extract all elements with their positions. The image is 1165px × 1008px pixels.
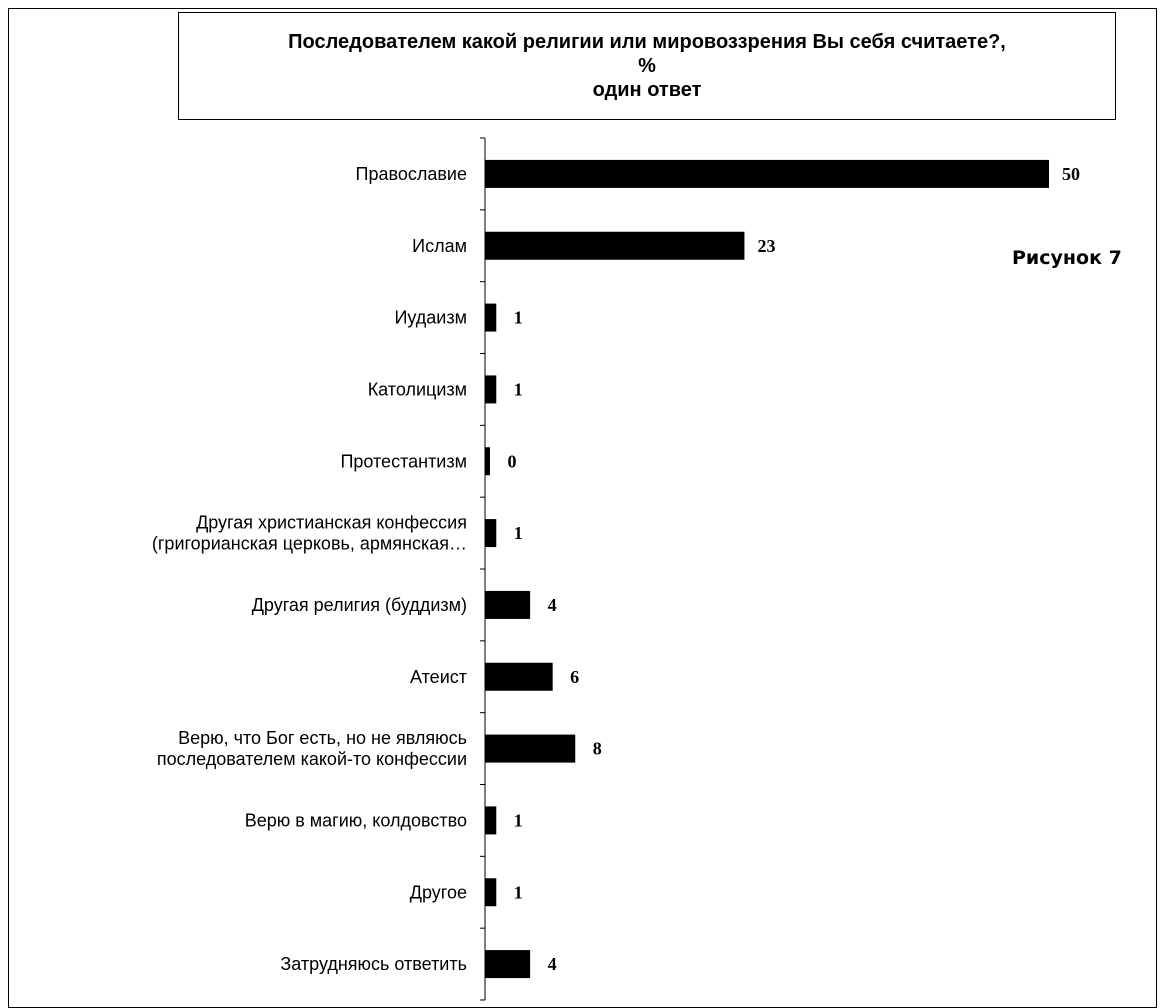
category-label: Верю в магию, колдовство: [245, 810, 467, 830]
bar: [485, 159, 1049, 188]
category-label: Иудаизм: [394, 308, 467, 328]
bar: [485, 950, 531, 979]
category-label: Другая религия (буддизм): [252, 595, 467, 615]
data-label: 8: [593, 739, 602, 759]
category-label: (григорианская церковь, армянская…: [152, 534, 467, 554]
data-label: 1: [514, 308, 523, 328]
category-label: последователем какой-то конфессии: [157, 749, 467, 769]
data-label: 23: [757, 236, 775, 256]
chart-title-line-2: %: [638, 55, 656, 77]
bar: [485, 878, 497, 907]
data-label: 1: [514, 882, 523, 902]
bar: [485, 303, 497, 332]
bar: [485, 806, 497, 835]
chart-title-line-3: один ответ: [592, 79, 702, 101]
bar: [485, 734, 576, 763]
data-label: 1: [514, 523, 523, 543]
data-label: 1: [514, 379, 523, 399]
data-label: 0: [508, 451, 517, 471]
category-label: Верю, что Бог есть, но не являюсь: [178, 728, 467, 748]
bar: [485, 231, 745, 260]
category-label: Протестантизм: [340, 451, 467, 471]
chart-title-box: Последователем какой религии или мировоз…: [178, 12, 1116, 120]
data-label: 4: [548, 595, 557, 615]
figure-label: Рисунок 7: [1012, 247, 1122, 269]
bar: [485, 519, 497, 548]
data-label: 50: [1062, 164, 1080, 184]
category-label: Другое: [410, 882, 467, 902]
category-label: Атеист: [410, 667, 467, 687]
bar: [485, 662, 553, 691]
bar: [485, 590, 531, 619]
category-label: Католицизм: [368, 379, 467, 399]
data-label: 6: [570, 667, 579, 687]
data-label: 1: [514, 810, 523, 830]
category-label: Другая христианская конфессия: [196, 513, 467, 533]
category-label: Ислам: [412, 236, 467, 256]
bar: [485, 375, 497, 404]
category-label: Затрудняюсь ответить: [280, 954, 467, 974]
data-label: 4: [548, 954, 557, 974]
bar: [485, 447, 490, 476]
category-label: Православие: [356, 164, 467, 184]
chart-title-line-1: Последователем какой религии или мировоз…: [288, 31, 1006, 53]
